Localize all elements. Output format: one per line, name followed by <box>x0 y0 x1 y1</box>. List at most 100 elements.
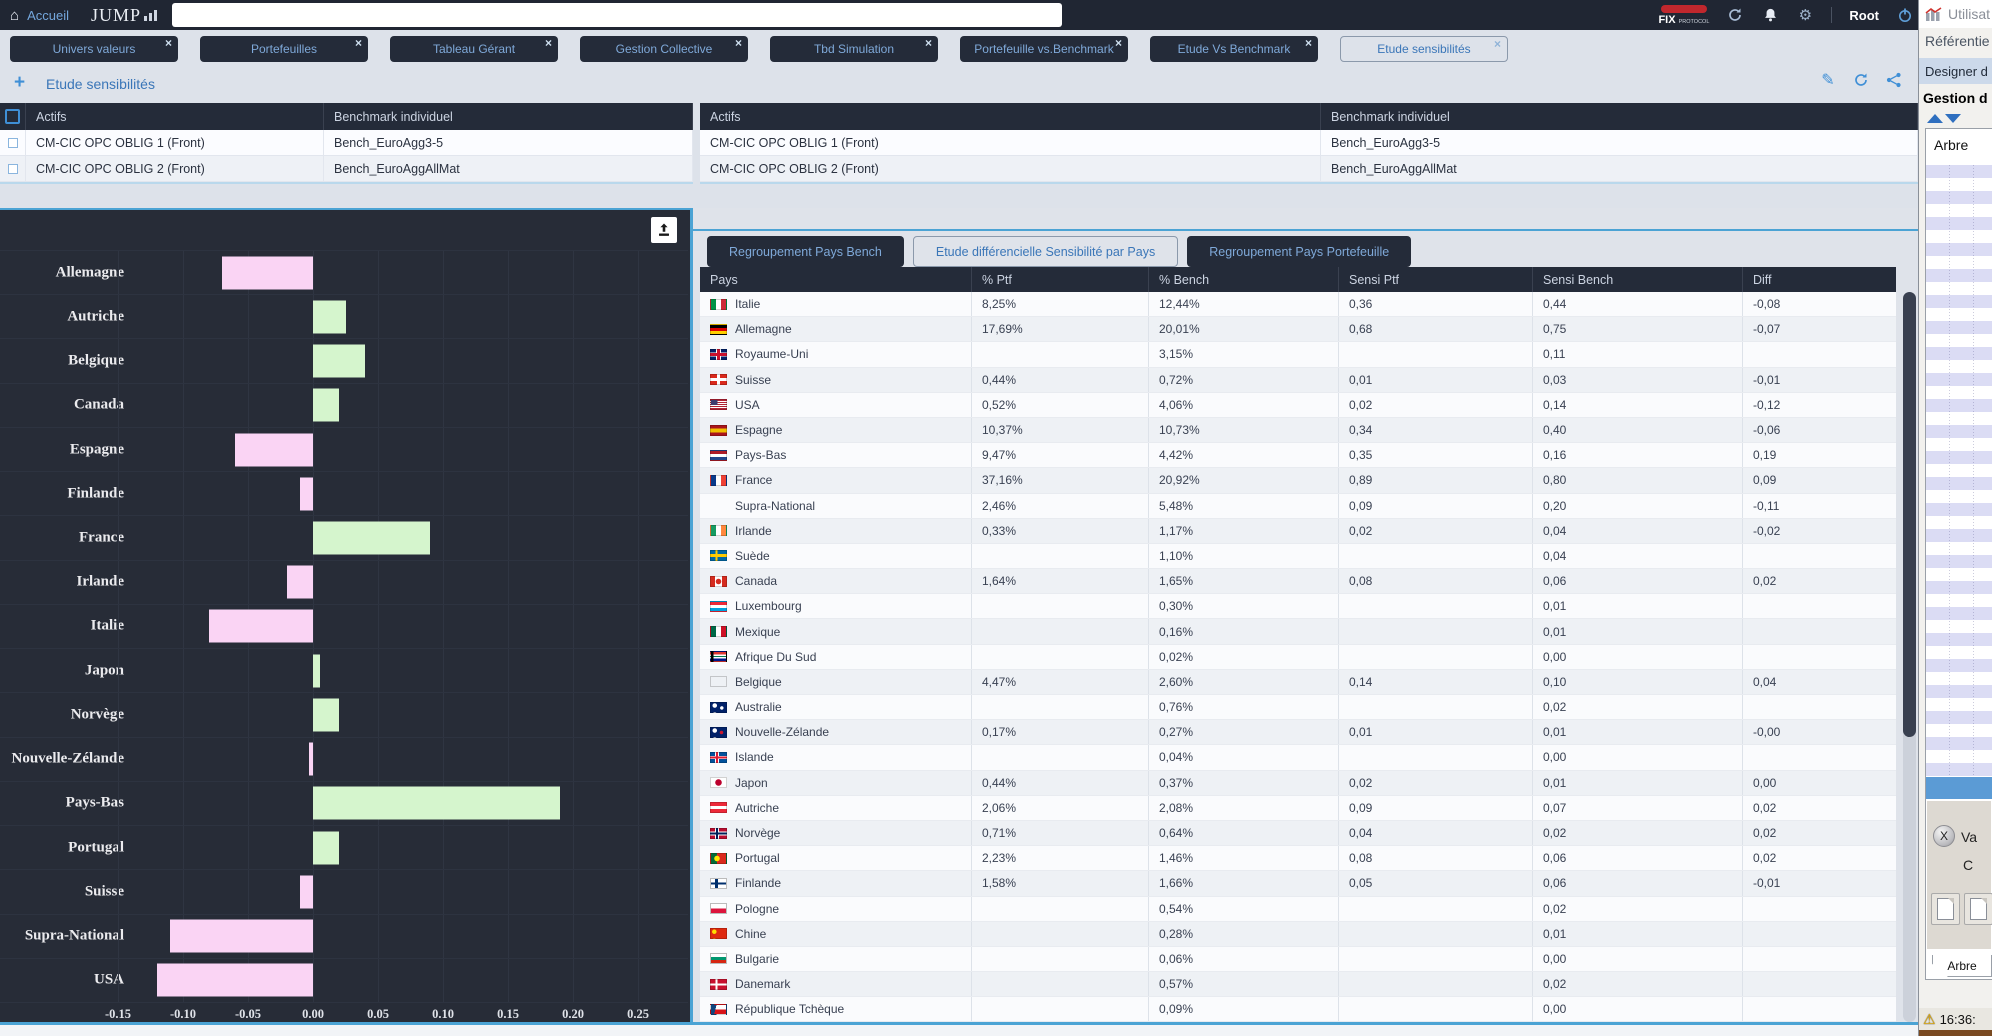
table-row-canada[interactable]: Canada 1,64% 1,65% 0,08 0,06 0,02 <box>700 569 1896 595</box>
validate-label[interactable]: Va <box>1961 829 1978 845</box>
chart-bar[interactable] <box>313 786 560 820</box>
chart-bar[interactable] <box>300 477 313 511</box>
tab-portefeuille-vs-benchmark[interactable]: Portefeuille vs.Benchmark × <box>960 36 1128 62</box>
chart-bar[interactable] <box>313 300 346 334</box>
checkbox-icon[interactable] <box>5 109 20 124</box>
chart-bar[interactable] <box>313 831 339 865</box>
tree-selected-row[interactable] <box>1926 777 1992 799</box>
chart-bar[interactable] <box>309 742 313 776</box>
tab-tbd-simulation[interactable]: Tbd Simulation × <box>770 36 938 62</box>
share-icon[interactable] <box>1884 70 1904 90</box>
table-row-australie[interactable]: Australie 0,76% 0,02 <box>700 695 1896 721</box>
table-row-nouvelle-z-lande[interactable]: Nouvelle-Zélande 0,17% 0,27% 0,01 0,01 -0,00 <box>700 720 1896 746</box>
column-header-ptf[interactable]: % Ptf <box>972 267 1149 292</box>
bell-icon[interactable] <box>1761 6 1779 24</box>
table-row-japon[interactable]: Japon 0,44% 0,37% 0,02 0,01 0,00 <box>700 770 1896 796</box>
chart-bar[interactable] <box>313 388 339 422</box>
close-icon[interactable]: × <box>924 36 932 50</box>
tab-gestion-collective[interactable]: Gestion Collective × <box>580 36 748 62</box>
table-row-suisse[interactable]: Suisse 0,44% 0,72% 0,01 0,03 -0,01 <box>700 367 1896 393</box>
cancel-label[interactable]: C <box>1963 857 1974 873</box>
table-row-su-de[interactable]: Suède 1,10% 0,04 <box>700 543 1896 570</box>
tab-portefeuilles[interactable]: Portefeuilles × <box>200 36 368 62</box>
table-row-espagne[interactable]: Espagne 10,37% 10,73% 0,34 0,40 -0,06 <box>700 417 1896 444</box>
close-icon[interactable]: × <box>544 36 552 50</box>
table-row-mexique[interactable]: Mexique 0,16% 0,01 <box>700 619 1896 645</box>
sync-icon[interactable] <box>1726 6 1744 24</box>
close-x-button[interactable]: X <box>1933 825 1955 847</box>
checkbox-icon[interactable] <box>7 163 18 174</box>
tree-rows[interactable] <box>1926 165 1992 777</box>
table-row-r-publique-tch-que[interactable]: République Tchèque 0,09% 0,00 <box>700 997 1896 1022</box>
tab-tableau-g-rant[interactable]: Tableau Gérant × <box>390 36 558 62</box>
user-label[interactable]: Root <box>1849 7 1879 23</box>
close-icon[interactable]: × <box>1114 36 1122 50</box>
table-row-france[interactable]: France 37,16% 20,92% 0,89 0,80 0,09 <box>700 468 1896 494</box>
column-header-actifs[interactable]: Actifs <box>26 103 324 130</box>
column-header-bench[interactable]: % Bench <box>1149 267 1339 292</box>
chart-bar[interactable] <box>222 256 313 290</box>
tab-etude-sensibilit-s[interactable]: Etude sensibilités × <box>1340 36 1508 62</box>
close-icon[interactable]: × <box>354 36 362 50</box>
side-section-label[interactable]: Référentie <box>1925 33 1990 49</box>
table-row-norv-ge[interactable]: Norvège 0,71% 0,64% 0,04 0,02 0,02 <box>700 820 1896 847</box>
side-designer-bar[interactable]: Designer d <box>1919 58 1992 84</box>
table-scrollbar[interactable] <box>1903 292 1916 1022</box>
panel-tab-regroupement-pays-bench[interactable]: Regroupement Pays Bench <box>707 236 904 267</box>
chart-bar[interactable] <box>300 875 313 909</box>
chart-bar[interactable] <box>209 609 313 643</box>
checkbox-icon[interactable] <box>7 137 18 148</box>
chart-bar[interactable] <box>313 654 320 688</box>
open-document-button[interactable] <box>1964 893 1992 925</box>
table-row-irlande[interactable]: Irlande 0,33% 1,17% 0,02 0,04 -0,02 <box>700 518 1896 544</box>
panel-tab-regroupement-pays-portefeuille[interactable]: Regroupement Pays Portefeuille <box>1187 236 1412 267</box>
chart-bar[interactable] <box>235 433 313 467</box>
asset-row[interactable]: CM-CIC OPC OBLIG 1 (Front) Bench_EuroAgg3… <box>700 130 1918 156</box>
tab-etude-vs-benchmark[interactable]: Etude Vs Benchmark × <box>1150 36 1318 62</box>
close-icon[interactable]: × <box>1304 36 1312 50</box>
column-header-benchmark[interactable]: Benchmark individuel <box>324 103 693 130</box>
chart-bar[interactable] <box>313 521 430 555</box>
row-checkbox[interactable] <box>0 156 26 181</box>
asset-row[interactable]: CM-CIC OPC OBLIG 2 (Front) Bench_EuroAggA… <box>700 156 1918 182</box>
sort-down-icon[interactable] <box>1945 114 1961 123</box>
sort-arrows[interactable] <box>1927 114 1961 123</box>
close-icon[interactable]: × <box>164 36 172 50</box>
table-row-bulgarie[interactable]: Bulgarie 0,06% 0,00 <box>700 946 1896 973</box>
table-row-chine[interactable]: Chine 0,28% 0,01 <box>700 921 1896 947</box>
home-icon[interactable]: ⌂ <box>10 6 20 24</box>
power-icon[interactable] <box>1896 6 1914 24</box>
accueil-link[interactable]: Accueil <box>27 7 69 23</box>
table-row-islande[interactable]: Islande 0,04% 0,00 <box>700 745 1896 771</box>
column-header-pays[interactable]: Pays <box>700 267 972 292</box>
column-header-sensi-bench[interactable]: Sensi Bench <box>1533 267 1743 292</box>
table-row-allemagne[interactable]: Allemagne 17,69% 20,01% 0,68 0,75 -0,07 <box>700 317 1896 343</box>
table-row-italie[interactable]: Italie 8,25% 12,44% 0,36 0,44 -0,08 <box>700 292 1896 318</box>
table-row-usa[interactable]: USA 0,52% 4,06% 0,02 0,14 -0,12 <box>700 392 1896 418</box>
tab-univers-valeurs[interactable]: Univers valeurs × <box>10 36 178 62</box>
gear-icon[interactable]: ⚙ <box>1798 7 1813 24</box>
chart-bar[interactable] <box>313 344 365 378</box>
asset-row[interactable]: CM-CIC OPC OBLIG 1 (Front) Bench_EuroAgg3… <box>0 130 693 156</box>
table-scrollbar-thumb[interactable] <box>1903 292 1916 737</box>
chart-bar[interactable] <box>287 565 313 599</box>
tab-arbre[interactable]: Arbre <box>1932 955 1992 977</box>
sort-up-icon[interactable] <box>1927 114 1943 123</box>
asset-row[interactable]: CM-CIC OPC OBLIG 2 (Front) Bench_EuroAggA… <box>0 156 693 182</box>
table-row-supra-national[interactable]: Supra-National 2,46% 5,48% 0,09 0,20 -0,11 <box>700 493 1896 519</box>
chart-bar[interactable] <box>157 963 313 997</box>
close-icon[interactable]: × <box>734 36 742 50</box>
table-row-belgique[interactable]: Belgique 4,47% 2,60% 0,14 0,10 0,04 <box>700 669 1896 695</box>
table-row-afrique-du-sud[interactable]: Afrique Du Sud 0,02% 0,00 <box>700 644 1896 670</box>
column-header-sensi-ptf[interactable]: Sensi Ptf <box>1339 267 1533 292</box>
chart-bar[interactable] <box>170 919 313 953</box>
row-checkbox[interactable] <box>0 130 26 155</box>
column-header-benchmark[interactable]: Benchmark individuel <box>1321 103 1918 130</box>
export-chart-button[interactable] <box>651 217 677 243</box>
column-header-actifs[interactable]: Actifs <box>700 103 1321 130</box>
select-all-checkbox[interactable] <box>0 103 26 130</box>
search-input[interactable] <box>172 3 1062 27</box>
new-document-button[interactable] <box>1931 893 1960 925</box>
table-row-pologne[interactable]: Pologne 0,54% 0,02 <box>700 896 1896 922</box>
table-row-finlande[interactable]: Finlande 1,58% 1,66% 0,05 0,06 -0,01 <box>700 871 1896 897</box>
